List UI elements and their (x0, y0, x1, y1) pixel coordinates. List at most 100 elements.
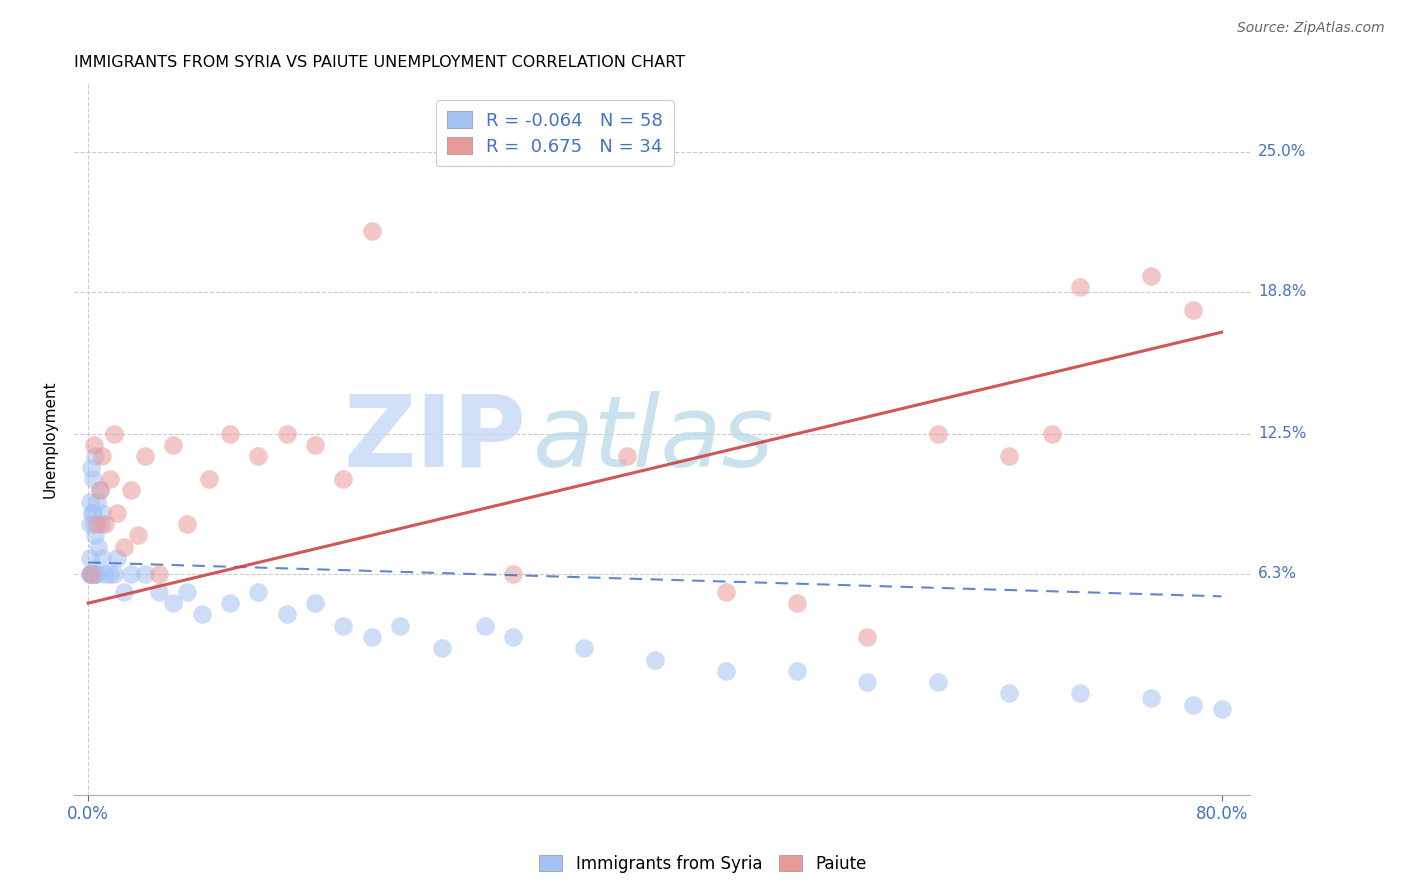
Point (87, 540, 110, 554)
Point (176, 585, 198, 599)
Point (127, 528, 149, 542)
Point (247, 585, 270, 599)
Point (89, 483, 111, 498)
Point (134, 450, 156, 464)
Point (786, 596, 808, 610)
Point (276, 607, 298, 622)
Point (190, 607, 212, 622)
Point (91, 506, 114, 520)
Point (572, 641, 595, 656)
Point (148, 566, 170, 581)
Point (112, 540, 135, 554)
Point (91, 450, 114, 464)
Point (120, 566, 142, 581)
Point (276, 426, 298, 441)
Point (86, 566, 108, 581)
Point (1211, 702, 1233, 716)
Point (82, 472, 104, 486)
Point (1139, 268, 1161, 283)
Point (83, 438, 105, 452)
Point (82, 506, 104, 520)
Text: Source: ZipAtlas.com: Source: ZipAtlas.com (1237, 21, 1385, 35)
Point (84, 450, 107, 464)
Point (84, 566, 107, 581)
Text: 6.3%: 6.3% (1258, 566, 1298, 582)
Point (856, 675, 879, 690)
Point (927, 675, 949, 690)
Point (80, 506, 103, 520)
Point (103, 426, 125, 441)
Point (98, 566, 121, 581)
Point (82, 566, 104, 581)
Point (83, 566, 105, 581)
Point (91, 551, 114, 566)
Point (162, 596, 184, 610)
Point (1069, 280, 1091, 294)
Text: 18.8%: 18.8% (1258, 284, 1306, 299)
Point (112, 585, 135, 599)
Point (79, 566, 101, 581)
Point (80, 460, 103, 475)
Point (474, 618, 496, 632)
Y-axis label: Unemployment: Unemployment (44, 381, 58, 499)
Point (714, 664, 737, 678)
Point (1040, 426, 1063, 441)
Point (714, 585, 737, 599)
Point (432, 641, 454, 656)
Point (502, 630, 524, 644)
Point (927, 426, 949, 441)
Point (1182, 698, 1205, 712)
Point (332, 618, 354, 632)
Point (360, 223, 382, 237)
Point (105, 551, 128, 566)
Point (148, 585, 170, 599)
Point (856, 630, 879, 644)
Point (176, 517, 198, 532)
Point (162, 438, 184, 452)
Point (86, 517, 108, 532)
Point (79, 551, 101, 566)
Point (84, 528, 107, 542)
Point (79, 566, 101, 581)
Point (83, 566, 105, 581)
Point (103, 566, 125, 581)
Legend: Immigrants from Syria, Paiute: Immigrants from Syria, Paiute (533, 848, 873, 880)
Point (98, 472, 121, 486)
Text: IMMIGRANTS FROM SYRIA VS PAIUTE UNEMPLOYMENT CORRELATION CHART: IMMIGRANTS FROM SYRIA VS PAIUTE UNEMPLOY… (75, 55, 685, 70)
Point (998, 450, 1021, 464)
Point (247, 450, 270, 464)
Point (94, 566, 117, 581)
Point (304, 596, 326, 610)
Point (304, 438, 326, 452)
Point (616, 450, 638, 464)
Point (332, 472, 354, 486)
Point (105, 506, 128, 520)
Point (79, 517, 101, 532)
Point (1139, 690, 1161, 705)
Text: atlas: atlas (533, 391, 775, 488)
Point (89, 483, 111, 498)
Point (219, 596, 242, 610)
Text: 12.5%: 12.5% (1258, 426, 1306, 442)
Point (94, 517, 117, 532)
Point (80, 566, 103, 581)
Point (786, 664, 808, 678)
Point (80, 566, 103, 581)
Point (90, 517, 112, 532)
Text: 25.0%: 25.0% (1258, 144, 1306, 159)
Point (360, 630, 382, 644)
Point (219, 426, 242, 441)
Point (86, 494, 108, 508)
Text: ZIP: ZIP (344, 391, 527, 488)
Point (83, 517, 105, 532)
Point (502, 566, 524, 581)
Point (1069, 686, 1091, 700)
Point (1182, 302, 1205, 317)
Point (644, 652, 666, 666)
Legend: R = -0.064   N = 58, R =  0.675   N = 34: R = -0.064 N = 58, R = 0.675 N = 34 (436, 100, 673, 167)
Point (134, 566, 156, 581)
Point (388, 618, 411, 632)
Point (80, 566, 103, 581)
Point (998, 686, 1021, 700)
Point (82, 566, 104, 581)
